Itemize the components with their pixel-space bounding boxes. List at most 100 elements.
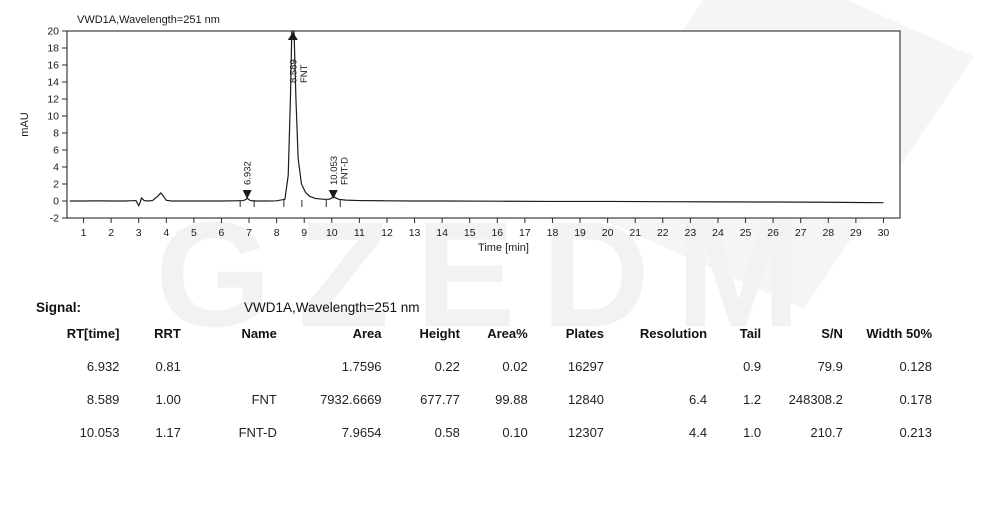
y-tick-label: 8 [53, 128, 59, 140]
cell-resolution: 4.4 [689, 425, 708, 440]
table-row[interactable]: 8.589 1.00 FNT 7932.6669 677.77 99.88 12840 6.4… [36, 383, 936, 416]
y-tick-label: -2 [50, 213, 59, 225]
x-tick-label: 9 [301, 227, 307, 239]
col-height: Height [419, 326, 460, 341]
peak-apex-marker [328, 190, 338, 199]
cell-area: 7932.6669 [320, 392, 382, 407]
x-tick-label: 4 [163, 227, 169, 239]
col-width50: Width 50% [866, 326, 932, 341]
col-area-pct: Area% [487, 326, 528, 341]
cell-width50: 0.213 [899, 425, 932, 440]
x-tick-label: 23 [685, 227, 697, 239]
x-tick-label: 24 [712, 227, 724, 239]
cell-plates: 16297 [567, 359, 605, 374]
cell-name [185, 350, 281, 383]
x-tick-label: 26 [767, 227, 779, 239]
peak-rt-label: 6.932 [243, 161, 254, 185]
y-tick-label: 12 [47, 94, 59, 106]
x-tick-label: 22 [657, 227, 669, 239]
y-tick-label: 2 [53, 179, 59, 191]
y-tick-label: 10 [47, 111, 59, 123]
peak-rt-label: 8.589 [288, 59, 299, 83]
y-axis-title: mAU [19, 112, 31, 137]
plot-frame [66, 30, 901, 219]
peak-rt-label: 10.053 [329, 156, 340, 185]
x-tick-label: 17 [519, 227, 531, 239]
chromatogram-panel: -2 0 2 4 6 8 10 12 14 16 18 20 1 2 3 4 5 6 7 8 9 10 11 12 13 14 15… [0, 0, 982, 265]
x-axis-title: Time [min] [478, 242, 529, 254]
peak-name-label: FNT [299, 64, 310, 83]
x-tick-label: 27 [795, 227, 807, 239]
cell-sn: 79.9 [817, 359, 843, 374]
col-rt: RT[time] [66, 326, 120, 341]
cell-sn: 210.7 [810, 425, 843, 440]
table-row[interactable]: 10.053 1.17 FNT-D 7.9654 0.58 0.10 12307 4.4 1.0… [36, 416, 936, 449]
y-tick-label: 4 [53, 162, 59, 174]
cell-rt: 6.932 [86, 359, 120, 374]
col-area: Area [352, 326, 382, 341]
x-tick-label: 2 [108, 227, 114, 239]
cell-resolution: 6.4 [689, 392, 708, 407]
peak-table: RT[time] RRT Name Area Height Area% Plat… [36, 317, 936, 449]
y-tick-label: 14 [47, 77, 59, 89]
signal-row: Signal: VWD1A,Wavelength=251 nm [36, 300, 982, 315]
x-tick-label: 3 [136, 227, 142, 239]
y-tick-label: 6 [53, 145, 59, 157]
cell-height: 677.77 [420, 392, 460, 407]
col-resolution: Resolution [639, 326, 708, 341]
signal-label: Signal: [36, 300, 82, 315]
x-tick-label: 1 [81, 227, 87, 239]
table-row[interactable]: 6.932 0.81 1.7596 0.22 0.02 16297 0.9 79.9 0.128 [36, 350, 936, 383]
cell-rrt: 0.81 [155, 359, 181, 374]
x-tick-label: 11 [354, 227, 365, 239]
peak-apex-marker [242, 190, 252, 199]
table-body: 6.932 0.81 1.7596 0.22 0.02 16297 0.9 79.9 0.128… [36, 350, 936, 449]
x-tick-label: 20 [602, 227, 614, 239]
col-rrt: RRT [154, 326, 181, 341]
cell-name: FNT [251, 392, 277, 407]
cell-tail: 1.2 [743, 392, 762, 407]
y-tick-label: 16 [47, 60, 59, 72]
x-tick-label: 25 [740, 227, 752, 239]
x-tick-label: 29 [850, 227, 862, 239]
cell-area: 7.9654 [341, 425, 382, 440]
cell-tail: 0.9 [743, 359, 762, 374]
x-tick-label: 12 [381, 227, 393, 239]
cell-area-pct: 0.02 [502, 359, 528, 374]
table-header-row: RT[time] RRT Name Area Height Area% Plat… [36, 317, 936, 350]
x-tick-label: 30 [878, 227, 890, 239]
chromatogram-trace [69, 30, 884, 208]
cell-sn: 248308.2 [788, 392, 843, 407]
x-tick-label: 21 [629, 227, 641, 239]
cell-resolution [608, 350, 711, 383]
cell-rrt: 1.17 [155, 425, 181, 440]
cell-width50: 0.178 [899, 392, 932, 407]
col-tail: Tail [739, 326, 762, 341]
x-tick-label: 18 [547, 227, 559, 239]
cell-area-pct: 99.88 [495, 392, 528, 407]
cell-area: 1.7596 [341, 359, 382, 374]
x-tick-label: 13 [409, 227, 421, 239]
peak-report-panel: Signal: VWD1A,Wavelength=251 nm RT[time]… [0, 300, 982, 449]
cell-rt: 10.053 [79, 425, 120, 440]
col-name: Name [241, 326, 277, 341]
x-tick-label: 15 [464, 227, 476, 239]
cell-width50: 0.128 [899, 359, 932, 374]
cell-height: 0.58 [434, 425, 460, 440]
signal-value: VWD1A,Wavelength=251 nm [244, 300, 420, 315]
cell-tail: 1.0 [743, 425, 762, 440]
cell-rrt: 1.00 [155, 392, 181, 407]
cell-area-pct: 0.10 [502, 425, 528, 440]
chart-title: VWD1A,Wavelength=251 nm [77, 14, 220, 26]
cell-plates: 12840 [567, 392, 605, 407]
x-tick-label: 6 [219, 227, 225, 239]
x-tick-label: 5 [191, 227, 197, 239]
x-tick-label: 8 [274, 227, 280, 239]
cell-plates: 12307 [567, 425, 605, 440]
x-tick-label: 16 [491, 227, 503, 239]
x-tick-label: 7 [246, 227, 252, 239]
cell-name: FNT-D [238, 425, 277, 440]
cell-rt: 8.589 [86, 392, 120, 407]
col-sn: S/N [821, 326, 843, 341]
